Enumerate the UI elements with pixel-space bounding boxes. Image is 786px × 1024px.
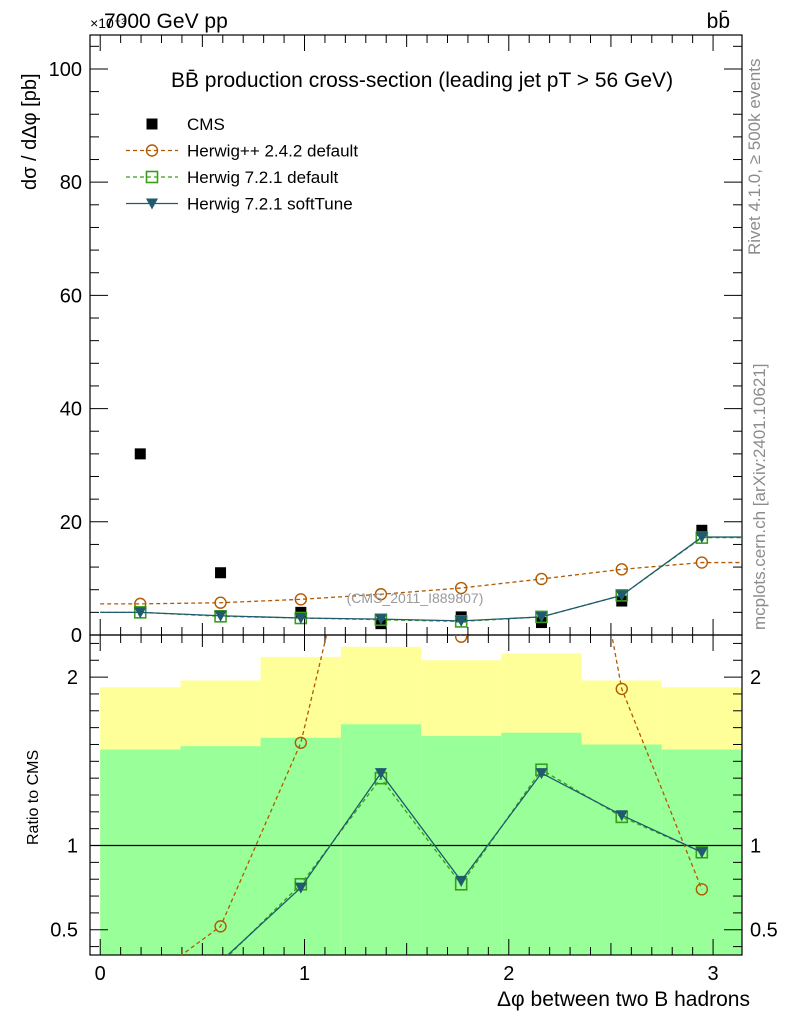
data-point xyxy=(695,556,709,569)
analysis-watermark: (CMS_2011_I889807) xyxy=(347,590,484,606)
legend-label: Herwig 7.2.1 default xyxy=(187,168,338,187)
inner-band-bin xyxy=(501,732,582,955)
ratio-y-tick-label-right: 0.5 xyxy=(750,920,778,942)
data-point xyxy=(455,875,468,887)
ratio-y-tick-label: 2 xyxy=(67,667,78,689)
inner-band-bin xyxy=(180,746,261,955)
inner-band-bin xyxy=(260,737,341,955)
data-point xyxy=(214,920,227,933)
ratio-series-group xyxy=(134,251,709,999)
data-point xyxy=(135,980,146,991)
data-point xyxy=(134,988,146,999)
data-point xyxy=(615,563,628,576)
ratio-y-tick-label: 1 xyxy=(67,836,78,858)
beam-label: 7000 GeV pp xyxy=(104,10,228,33)
data-point xyxy=(695,883,709,896)
y-tick-label: 40 xyxy=(60,399,82,421)
series-line xyxy=(100,536,742,622)
ratio-y-tick-label: 0.5 xyxy=(50,920,78,942)
y-tick-label: 80 xyxy=(60,172,82,194)
data-point xyxy=(535,572,548,586)
data-point xyxy=(146,198,158,210)
data-point xyxy=(214,610,227,622)
x-tick-label: 1 xyxy=(299,963,310,985)
data-point xyxy=(536,251,547,262)
data-point xyxy=(146,118,158,130)
x-tick-label: 0 xyxy=(95,963,106,985)
data-point xyxy=(615,682,628,696)
data-point xyxy=(134,607,147,619)
data-point xyxy=(145,144,159,157)
data-point xyxy=(455,615,468,627)
data-point xyxy=(294,882,307,894)
ratio-y-tick-label-right: 2 xyxy=(750,667,761,689)
ratio-ylabel: Ratio to CMS xyxy=(25,750,42,845)
series-line xyxy=(100,536,742,623)
data-point xyxy=(215,957,227,968)
legend-label: Herwig 7.2.1 softTune xyxy=(187,195,353,214)
main-plot: 0 20 40 60 80 100 xyxy=(49,34,743,647)
y-tick-label: 100 xyxy=(49,59,82,81)
ratio-series-line xyxy=(226,771,703,955)
y-tick-label: 20 xyxy=(60,512,82,534)
legend-label: CMS xyxy=(187,115,225,134)
exponent-label: ×10⁻³ xyxy=(90,15,126,31)
data-point xyxy=(374,768,387,780)
data-point xyxy=(294,613,307,625)
ratio-y-tick-label-right: 1 xyxy=(750,836,761,858)
process-label: bb̄ xyxy=(707,10,730,33)
data-point xyxy=(214,596,227,609)
y-tick-label: 0 xyxy=(71,625,82,647)
x-tick-label: 2 xyxy=(503,963,514,985)
data-point xyxy=(535,611,548,623)
data-point xyxy=(215,567,227,579)
data-point xyxy=(294,593,308,606)
main-series-group xyxy=(100,448,742,630)
legend: CMS Herwig++ 2.4.2 default Herwig 7.2.1 de… xyxy=(126,115,358,214)
ratio-uncertainty-bands xyxy=(100,646,742,955)
data-point xyxy=(294,736,308,749)
inner-band-bin xyxy=(340,724,422,955)
data-point xyxy=(374,614,387,626)
data-point xyxy=(615,810,628,822)
data-point xyxy=(215,958,226,969)
data-point xyxy=(454,581,468,595)
inner-band-bin xyxy=(581,744,662,955)
plot-title: BB̄ production cross-section (leading je… xyxy=(171,69,673,92)
ratio-series-line xyxy=(228,768,703,955)
data-point xyxy=(135,987,146,998)
ratio-xlabel: Δφ between two B hadrons xyxy=(497,988,750,1011)
ratio-plot: 0.5 0.51 12 20 1 2 3 xyxy=(50,35,778,999)
x-tick-label: 3 xyxy=(708,963,719,985)
data-point xyxy=(695,532,708,544)
data-point xyxy=(615,590,628,602)
data-point xyxy=(535,768,548,780)
data-point xyxy=(374,588,388,601)
main-ylabel: dσ / dΔφ [pb] xyxy=(19,73,41,190)
data-point xyxy=(695,847,708,859)
inner-band-bin xyxy=(100,749,181,955)
y-tick-label: 60 xyxy=(60,285,82,307)
data-point xyxy=(696,524,708,536)
legend-label: Herwig++ 2.4.2 default xyxy=(187,142,358,161)
rivet-label: Rivet 4.1.0, ≥ 500k events xyxy=(745,59,764,255)
mcplots-label: mcplots.cern.ch [arXiv:2401.10621] xyxy=(750,364,769,630)
data-point xyxy=(134,448,146,460)
data-point xyxy=(375,402,386,413)
data-point xyxy=(454,635,468,643)
data-point xyxy=(145,170,159,184)
